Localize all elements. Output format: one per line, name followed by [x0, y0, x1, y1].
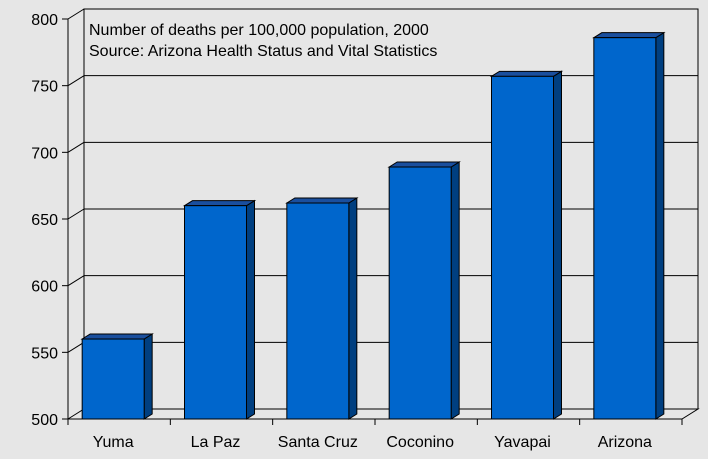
y-tick-label: 500 — [31, 412, 58, 429]
bar-side — [450, 161, 460, 420]
grid-line-side — [67, 75, 85, 87]
bar-top — [80, 333, 154, 340]
bar-front — [593, 37, 657, 420]
y-axis-top-edge — [67, 8, 85, 20]
bar-side — [553, 70, 562, 420]
y-tick-label: 700 — [31, 145, 58, 162]
bar-side — [246, 199, 255, 420]
y-tick-label: 650 — [31, 212, 58, 229]
y-tick-label: 800 — [31, 12, 58, 29]
y-tick-label: 600 — [31, 279, 58, 296]
bar-front — [491, 75, 554, 420]
y-axis-ticks: 500 550 600 650 700 750 800 — [31, 12, 58, 429]
x-tick-label: Santa Cruz — [278, 434, 358, 451]
chart-title-block: Number of deaths per 100,000 population,… — [89, 22, 437, 60]
x-tick-label: Arizona — [598, 434, 652, 451]
bar-front — [184, 205, 247, 420]
grid-line-side — [67, 275, 85, 287]
bar-top — [387, 161, 461, 168]
bar-yavapai — [489, 70, 564, 420]
grid-line-side — [67, 141, 85, 153]
bar-la-paz — [182, 199, 257, 420]
bar-side — [655, 31, 665, 420]
bar-santa-cruz — [285, 197, 359, 420]
bar-top — [285, 197, 359, 204]
bar-arizona — [592, 31, 666, 420]
grid-line-side — [67, 208, 85, 220]
bar-top — [182, 200, 257, 207]
bar-yuma — [80, 333, 154, 420]
bar-top — [489, 70, 564, 77]
x-axis-labels: Yuma La Paz Santa Cruz Coconino Yavapai Arizo… — [93, 434, 652, 451]
bar-front — [286, 202, 350, 420]
bar-coconino — [387, 161, 461, 420]
bar-side — [143, 333, 153, 420]
bar-side — [348, 197, 358, 420]
bar-top — [592, 32, 666, 39]
grid-line-side — [67, 341, 85, 353]
chart-title: Number of deaths per 100,000 population,… — [89, 22, 429, 39]
y-tick-label: 750 — [31, 79, 58, 96]
y-tick-label: 550 — [31, 345, 58, 362]
bar-front — [388, 166, 452, 420]
axes — [62, 8, 683, 425]
x-tick-label: Coconino — [386, 434, 454, 451]
x-tick-label: Yavapai — [494, 434, 551, 451]
bar-front — [81, 338, 145, 420]
x-tick-label: Yuma — [93, 434, 134, 451]
bars — [80, 31, 666, 420]
x-tick-label: La Paz — [191, 434, 241, 451]
chart-subtitle: Source: Arizona Health Status and Vital … — [89, 43, 437, 60]
